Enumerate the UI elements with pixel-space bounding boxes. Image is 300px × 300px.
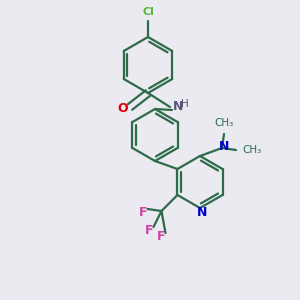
Text: N: N — [219, 140, 229, 154]
Text: CH₃: CH₃ — [242, 145, 261, 155]
Text: F: F — [139, 206, 148, 218]
Text: Cl: Cl — [142, 7, 154, 17]
Text: O: O — [118, 101, 128, 115]
Text: F: F — [145, 224, 154, 236]
Text: N: N — [197, 206, 207, 220]
Text: CH₃: CH₃ — [214, 118, 234, 128]
Text: F: F — [157, 230, 166, 242]
Text: H: H — [181, 99, 189, 109]
Text: N: N — [173, 100, 183, 112]
